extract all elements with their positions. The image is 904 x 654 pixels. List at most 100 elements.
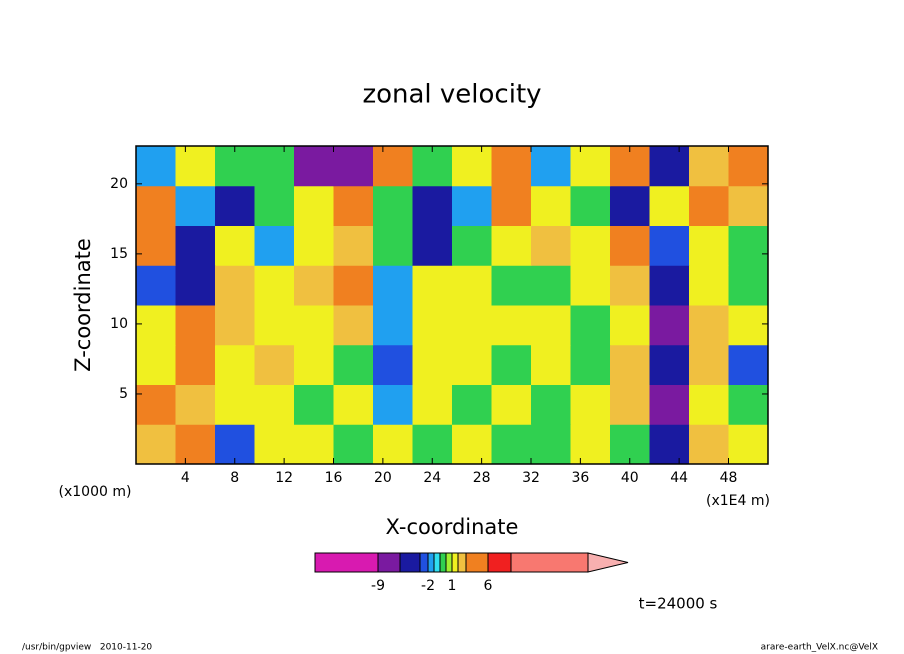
y-tick-label: 20 [110, 176, 128, 192]
heat-cell [649, 185, 690, 226]
heat-cell [491, 344, 532, 385]
heat-cell [294, 146, 334, 187]
heat-cell [689, 344, 729, 385]
heat-cell [689, 305, 729, 346]
heat-cell [175, 146, 216, 187]
heat-cell [610, 225, 650, 266]
heat-cell [175, 265, 216, 306]
heat-cell [649, 225, 690, 266]
heat-cell [610, 344, 650, 385]
heat-cell [649, 305, 690, 346]
heat-cell [610, 305, 650, 346]
heat-cell [333, 424, 374, 465]
plot-frame [135, 145, 769, 465]
x-tick-label: 36 [571, 470, 589, 486]
colorbar-segment [445, 552, 453, 573]
y-tick-label: 5 [119, 386, 128, 402]
heat-cell [491, 185, 532, 226]
heat-cell [136, 265, 176, 306]
heat-cell [412, 384, 453, 425]
y-unit: (x1000 m) [59, 484, 132, 500]
colorbar-segment [419, 552, 429, 573]
heat-cell [215, 305, 255, 346]
heat-cell [491, 146, 532, 187]
heat-cell [175, 225, 216, 266]
heat-cell [728, 185, 769, 226]
heat-cell [531, 424, 571, 465]
heat-cell [333, 305, 374, 346]
heat-cell [136, 146, 176, 187]
heat-cell [294, 344, 334, 385]
heat-cell [373, 146, 413, 187]
x-tick-label: 12 [275, 470, 293, 486]
x-tick-label: 24 [423, 470, 441, 486]
heat-cell [136, 424, 176, 465]
heat-cell [175, 305, 216, 346]
chart-title: zonal velocity [362, 80, 541, 110]
heat-cell [373, 225, 413, 266]
heat-cell [215, 384, 255, 425]
heat-cell [570, 185, 611, 226]
heat-cell [728, 344, 769, 385]
colorbar-extend [587, 552, 629, 573]
colorbar-segment [314, 552, 379, 573]
x-tick-label: 44 [670, 470, 688, 486]
heat-cell [254, 424, 295, 465]
heat-cell [452, 225, 492, 266]
heat-cell [412, 146, 453, 187]
heat-cell [491, 225, 532, 266]
heat-cell [294, 265, 334, 306]
heat-cell [294, 384, 334, 425]
heat-cell [136, 185, 176, 226]
heat-cell [294, 225, 334, 266]
heat-cell [570, 305, 611, 346]
heat-cell [412, 305, 453, 346]
x-axis-label: X-coordinate [386, 515, 519, 539]
heat-cell [452, 344, 492, 385]
heat-cell [254, 344, 295, 385]
heat-cell [570, 384, 611, 425]
heat-cell [452, 185, 492, 226]
heat-cell [531, 344, 571, 385]
colorbar-segment [510, 552, 589, 573]
heat-cell [531, 225, 571, 266]
colorbar-segment [487, 552, 512, 573]
heat-cell [333, 146, 374, 187]
heat-cell [215, 225, 255, 266]
colorbar-segment [457, 552, 467, 573]
heat-cell [254, 225, 295, 266]
heat-cell [373, 384, 413, 425]
heat-cell [136, 305, 176, 346]
colorbar-tick-label: -9 [371, 578, 385, 594]
colorbar-segment [377, 552, 401, 573]
heat-cell [412, 265, 453, 306]
y-tick-label: 15 [110, 246, 128, 262]
colorbar-tick-label: -2 [421, 578, 435, 594]
annotation: t=24000 s [639, 595, 718, 613]
colorbar-tick-label: 6 [484, 578, 493, 594]
heat-cell [254, 384, 295, 425]
footer-right: arare-earth_VelX.nc@VelX [761, 643, 878, 653]
heat-cell [689, 225, 729, 266]
heat-cell [136, 225, 176, 266]
x-tick-label: 32 [522, 470, 540, 486]
x-tick-label: 40 [621, 470, 639, 486]
heat-cell [570, 225, 611, 266]
heat-cell [649, 424, 690, 465]
heat-cell [649, 146, 690, 187]
heat-cell [649, 344, 690, 385]
heat-cell [570, 146, 611, 187]
heat-cell [531, 185, 571, 226]
heat-cell [570, 424, 611, 465]
heat-cell [412, 225, 453, 266]
x-unit: (x1E4 m) [706, 493, 770, 509]
heat-cell [412, 185, 453, 226]
heat-cell [728, 265, 769, 306]
heat-cell [452, 265, 492, 306]
heat-cell [294, 424, 334, 465]
heat-cell [254, 146, 295, 187]
x-tick-label: 4 [181, 470, 190, 486]
heat-cell [728, 384, 769, 425]
heat-cell [215, 344, 255, 385]
